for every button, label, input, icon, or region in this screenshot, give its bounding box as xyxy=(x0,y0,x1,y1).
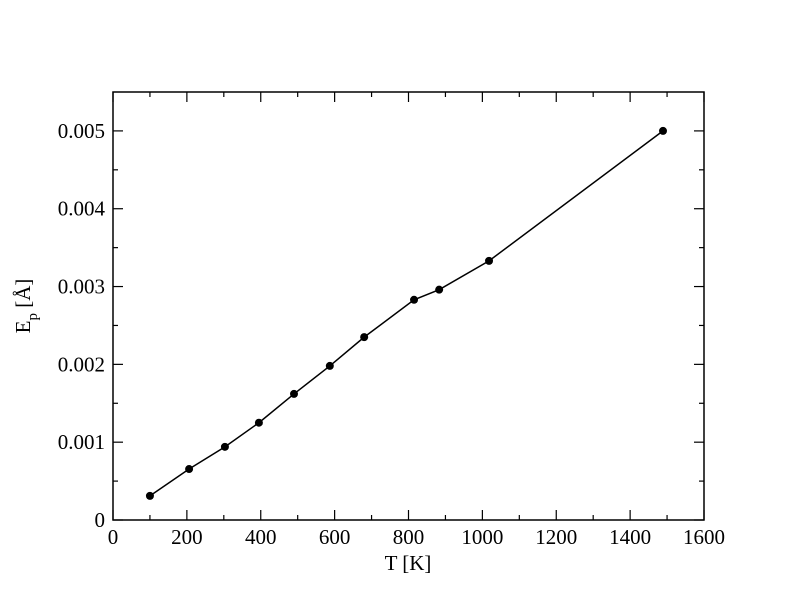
x-tick-label: 1000 xyxy=(461,525,503,549)
data-point xyxy=(435,285,444,294)
x-tick-label: 800 xyxy=(393,525,425,549)
x-tick-label: 1200 xyxy=(535,525,577,549)
data-line xyxy=(149,130,664,497)
data-point xyxy=(254,418,263,427)
data-point xyxy=(289,389,298,398)
plot-frame xyxy=(112,91,705,521)
x-tick-label: 600 xyxy=(319,525,351,549)
y-tick-label: 0 xyxy=(95,508,106,532)
x-axis-label: T [K] xyxy=(385,551,432,575)
data-point xyxy=(220,442,229,451)
y-axis-label: Ep [Å] xyxy=(11,279,41,334)
x-tick-label: 1600 xyxy=(683,525,725,549)
y-label-main: E xyxy=(11,321,35,334)
y-tick-label: 0.005 xyxy=(58,119,105,143)
x-tick-label: 400 xyxy=(245,525,277,549)
x-tick-label: 1400 xyxy=(609,525,651,549)
y-tick-label: 0.004 xyxy=(58,197,106,221)
y-label-sub: p xyxy=(25,313,41,321)
data-point xyxy=(185,465,194,474)
y-tick-label: 0.001 xyxy=(58,430,105,454)
y-tick-label: 0.002 xyxy=(58,352,105,376)
data-point xyxy=(145,491,154,500)
x-tick-label: 200 xyxy=(171,525,203,549)
data-point xyxy=(360,333,369,342)
data-point xyxy=(485,256,494,265)
y-tick-label: 0.003 xyxy=(58,275,105,299)
data-point xyxy=(410,295,419,304)
data-point xyxy=(658,126,667,135)
data-point xyxy=(325,361,334,370)
x-tick-label: 0 xyxy=(108,525,119,549)
y-label-unit: [Å] xyxy=(11,279,35,313)
